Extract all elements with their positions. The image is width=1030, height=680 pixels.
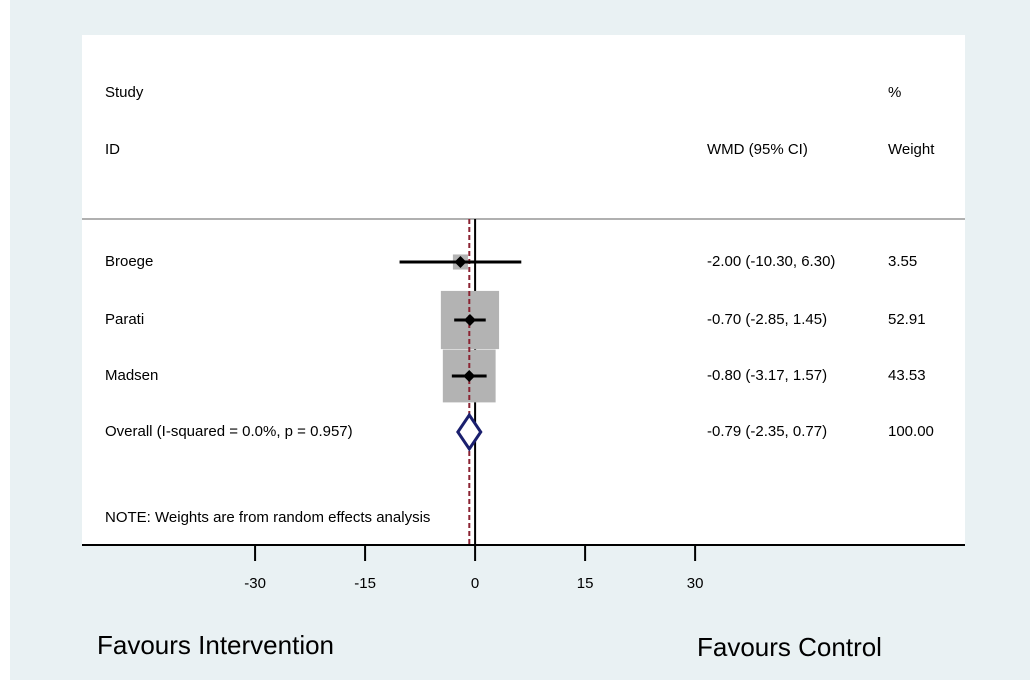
column-header: Weight [888,141,935,158]
point-estimate [463,314,476,326]
x-tick-label: -15 [354,575,376,592]
column-header: Study [105,84,144,101]
column-header: WMD (95% CI) [707,141,808,158]
x-tick-label: -30 [244,575,266,592]
x-axis-label: Favours Intervention [97,630,334,660]
x-tick-label: 15 [577,575,594,592]
weight-label: 43.53 [888,367,926,384]
weight-label: 100.00 [888,423,934,440]
x-tick-label: 30 [687,575,704,592]
effect-label: -0.79 (-2.35, 0.77) [707,423,827,440]
study-label: Overall (I-squared = 0.0%, p = 0.957) [105,423,353,440]
point-estimate [454,256,467,268]
column-header: ID [105,141,120,158]
x-tick-label: 0 [471,575,479,592]
note: NOTE: Weights are from random effects an… [105,509,430,526]
study-label: Broege [105,253,153,270]
weight-label: 52.91 [888,311,926,328]
study-label: Madsen [105,367,158,384]
x-axis-label: Favours Control [697,632,882,662]
overall-diamond [456,412,483,452]
weight-label: 3.55 [888,253,917,270]
column-header: % [888,84,901,101]
point-estimate [463,370,476,382]
effect-label: -0.80 (-3.17, 1.57) [707,367,827,384]
study-label: Parati [105,311,144,328]
plot-area [82,35,965,545]
effect-label: -0.70 (-2.85, 1.45) [707,311,827,328]
effect-label: -2.00 (-10.30, 6.30) [707,253,835,270]
